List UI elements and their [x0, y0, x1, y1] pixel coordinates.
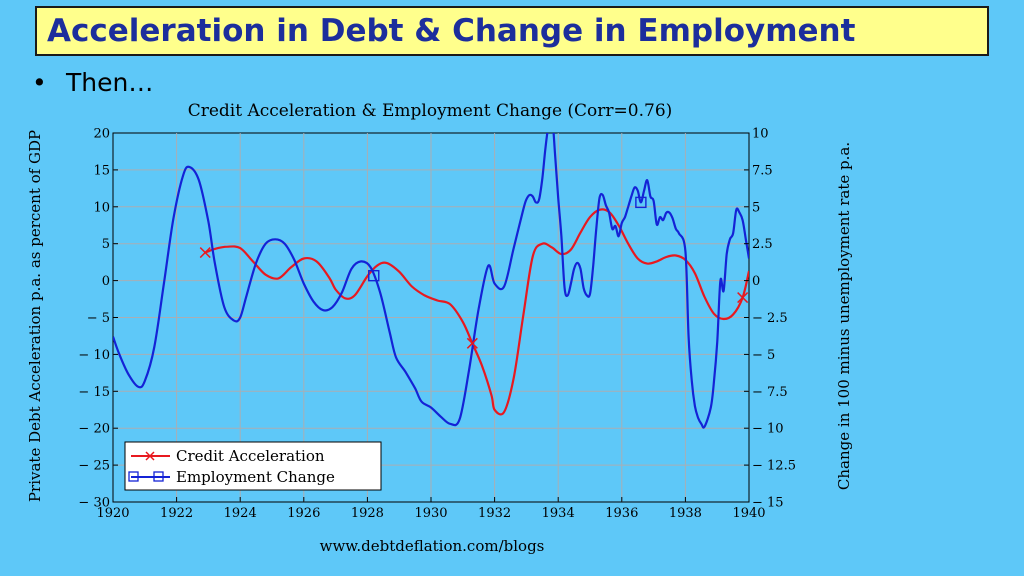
y2-tick-label: 5	[752, 200, 760, 215]
y-tick-label: 20	[93, 127, 110, 142]
x-tick-label: 1934	[542, 506, 575, 521]
bullet-marker: •	[32, 68, 47, 97]
x-tick-label: 1928	[351, 506, 384, 521]
y2-tick-label: − 5	[752, 348, 775, 363]
x-tick-label: 1926	[287, 506, 320, 521]
credit-marker	[466, 337, 478, 349]
legend-label-employment: Employment Change	[176, 468, 335, 486]
y2-tick-label: 7.5	[752, 163, 773, 178]
y2-tick-label: − 12.5	[752, 459, 796, 474]
legend-marker-credit	[145, 451, 155, 461]
x-tick-label: 1940	[732, 506, 765, 521]
y2-tick-label: − 7.5	[752, 385, 788, 400]
x-tick-label: 1924	[224, 506, 257, 521]
x-tick-label: 1920	[96, 506, 129, 521]
y2-tick-label: − 15	[752, 496, 784, 511]
title-box: Acceleration in Debt & Change in Employm…	[35, 6, 989, 56]
series-line-credit-acceleration	[204, 208, 749, 416]
y-tick-label: 0	[102, 274, 110, 289]
bullet-item: • Then…	[32, 68, 153, 97]
y-tick-label: − 5	[87, 311, 110, 326]
y2-tick-label: − 10	[752, 422, 784, 437]
slide-title: Acceleration in Debt & Change in Employm…	[47, 13, 856, 49]
x-tick-label: 1938	[669, 506, 702, 521]
source-label: www.debtdeflation.com/blogs	[320, 537, 545, 555]
y-tick-label: − 20	[78, 422, 110, 437]
credit-marker	[737, 292, 749, 304]
chart-title: Credit Acceleration & Employment Change …	[188, 101, 673, 121]
x-tick-label: 1922	[160, 506, 193, 521]
y-tick-label: − 30	[78, 496, 110, 511]
legend-marker-employment-2	[153, 471, 164, 482]
y-tick-label: 15	[93, 163, 110, 178]
y2-tick-label: 0	[752, 274, 760, 289]
y-tick-label: 5	[102, 237, 110, 252]
tick-labels: 1920 1922 1924 1926 1928 1930 1932 1934 1936 1938…	[78, 127, 796, 522]
x-tick-label: 1930	[414, 506, 447, 521]
y-tick-label: − 10	[78, 348, 110, 363]
employment-marker	[635, 196, 647, 209]
legend-box	[124, 441, 382, 491]
credit-marker	[199, 247, 211, 259]
series-group	[113, 133, 749, 429]
y2-axis-label: Change in 100 minus unemployment rate p.…	[835, 142, 853, 490]
x-tick-label: 1936	[605, 506, 638, 521]
bullet-text: Then…	[66, 68, 154, 97]
legend: Credit Acceleration Employment Change	[124, 441, 382, 491]
legend-label-credit: Credit Acceleration	[176, 447, 325, 465]
series-line-employment-change	[113, 133, 749, 429]
employment-marker	[368, 269, 380, 282]
x-tick-label: 1932	[478, 506, 511, 521]
legend-marker-employment	[128, 471, 139, 482]
y2-tick-label: − 2.5	[752, 311, 788, 326]
y-axis-label: Private Debt Acceleration p.a. as percen…	[26, 130, 44, 502]
y-tick-label: 10	[93, 200, 110, 215]
y2-tick-label: 2.5	[752, 237, 773, 252]
y-tick-label: − 25	[78, 459, 110, 474]
y-tick-label: − 15	[78, 385, 110, 400]
y2-tick-label: 10	[752, 127, 769, 142]
